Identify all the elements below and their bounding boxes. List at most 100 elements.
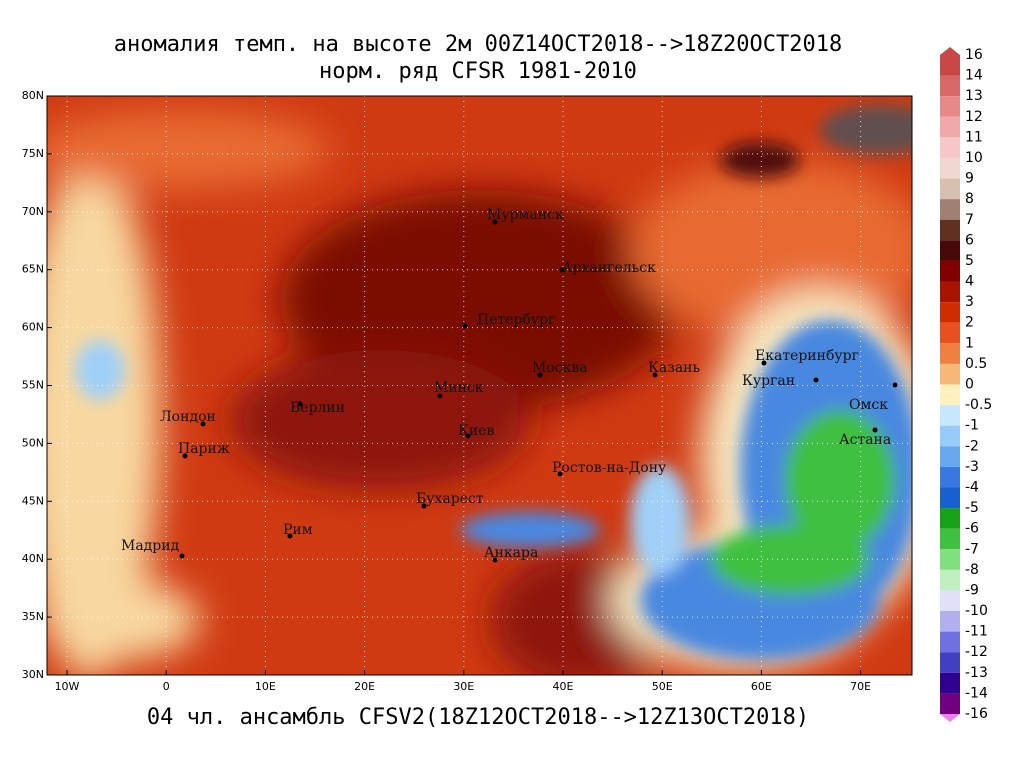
city-label: Москва [532,360,588,376]
lat-label: 55N [22,379,44,392]
city-dot [287,533,293,539]
lat-label: 35N [22,610,44,623]
city-dot [492,557,498,563]
colorbar-box [940,137,960,158]
colorbar-label: 16 [965,47,983,63]
colorbar-box [940,549,960,570]
lon-label: 20E [354,680,375,693]
lon-label: 60E [751,680,772,693]
colorbar-box [940,157,960,179]
lon-label: 10W [55,680,80,693]
colorbar-label: 8 [965,191,974,207]
city-label: Мадрид [121,538,180,554]
colorbar-box [940,487,960,509]
lat-label: 65N [22,263,44,276]
city-label: Ростов-на-Дону [552,460,667,476]
city-label: Астана [839,432,891,448]
colorbar-box [940,672,960,694]
colorbar-box [940,116,960,138]
city-dot [559,267,565,273]
colorbar-label: -4 [965,479,979,495]
colorbar-label: 10 [965,150,983,166]
colorbar-label: 4 [965,274,974,290]
city-dot [465,433,471,439]
city-dot [537,372,543,378]
map [47,96,912,675]
colorbar-box [940,281,960,303]
colorbar-box [940,405,960,426]
colorbar-label: 1 [965,335,974,351]
colorbar-box [940,260,960,282]
lat-label: 80N [22,89,44,102]
city-label: Анкара [484,545,538,561]
city-label: Екатеринбург [755,348,859,364]
colorbar-box [940,178,960,200]
city-label: Берлин [290,400,345,416]
city-dot [462,323,468,329]
lat-label: 40N [22,552,44,565]
lon-label: 40E [553,680,574,693]
city-dot [892,382,898,388]
colorbar-label: 11 [965,129,983,145]
lon-label: 0 [163,680,170,693]
city-label: Рим [283,522,313,538]
city-dot [179,553,185,559]
colorbar-arrow [940,714,960,722]
city-label: Курган [742,373,795,389]
lat-label: 60N [22,321,44,334]
colorbar-label: -0.5 [965,397,992,413]
lon-label: 30E [453,680,474,693]
colorbar-box [940,302,960,323]
colorbar-label: -7 [965,541,979,557]
colorbar-label: -8 [965,562,979,578]
colorbar-box [940,240,960,261]
city-dot [761,360,767,366]
subtitle: норм. ряд CFSR 1981-2010 [319,59,637,84]
colorbar-box [940,590,960,612]
city-dot [492,219,498,225]
colorbar-label: -5 [965,500,979,516]
lat-label: 45N [22,494,44,507]
title: аномалия темп. на высоте 2м 00Z14OCT2018… [114,32,842,57]
colorbar-box [940,199,960,220]
colorbar-box [940,75,960,97]
city-label: Архангельск [562,260,656,276]
colorbar-label: 13 [965,88,983,104]
colorbar-label: 9 [965,171,974,187]
colorbar-box [940,384,960,406]
colorbar-label: -16 [965,706,988,722]
colorbar-box [940,693,960,714]
lon-label: 10E [255,680,276,693]
city-dot [182,453,188,459]
lon-label: 50E [652,680,673,693]
colorbar-label: 14 [965,68,983,84]
colorbar-box [940,96,960,117]
colorbar-label: 5 [965,253,974,269]
colorbar-label: -2 [965,438,979,454]
colorbar-label: -11 [965,624,988,640]
colorbar-box [940,611,960,632]
city-label: Петербург [477,312,555,328]
city-dot [200,421,206,427]
colorbar-box [940,446,960,467]
colorbar-box [940,219,960,241]
lat-label: 75N [22,147,44,160]
colorbar-box [940,631,960,653]
colorbar-label: 2 [965,315,974,331]
city-label: Лондон [160,409,216,425]
lat-label: 70N [22,205,44,218]
colorbar-label: 12 [965,109,983,125]
colorbar-label: -3 [965,459,979,475]
colorbar-label: -14 [965,685,988,701]
colorbar-label: -10 [965,603,988,619]
colorbar-box [940,55,960,76]
city-dot [652,372,658,378]
city-dot [872,427,878,433]
lat-label: 50N [22,436,44,449]
city-label: Мурманск [487,207,564,223]
lon-label: 70E [850,680,871,693]
colorbar-label: -1 [965,418,979,434]
city-label: Казань [648,360,700,376]
city-dot [421,503,427,509]
